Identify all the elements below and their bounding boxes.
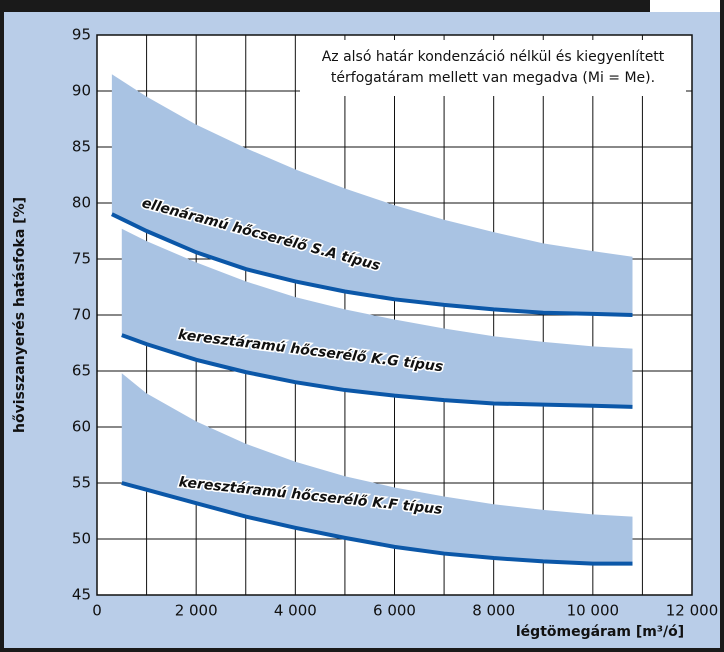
annotation: Az alsó határ kondenzáció nélkül és kieg… [322,49,665,65]
y-tick-label: 85 [72,138,91,156]
y-tick-label: 60 [72,418,91,436]
y-axis-label: hővisszanyerés hatásfoka [%] [12,197,28,433]
x-tick-label: 4 000 [274,602,317,620]
x-tick-label: 2 000 [175,602,218,620]
line [121,333,633,409]
y-tick-label: 45 [72,586,91,604]
y-tick-label: 95 [72,26,91,44]
y-tick-label: 75 [72,250,91,268]
y-tick-label: 70 [72,306,91,324]
y-tick-label: 50 [72,530,91,548]
x-tick-label: 10 000 [567,602,620,620]
annotation: térfogatáram mellett van megadva (Mi = M… [331,70,655,86]
band [121,228,633,407]
line [121,481,633,566]
band [111,74,633,315]
x-tick-label: 0 [92,602,102,620]
tab [650,0,720,12]
x-tick-label: 8 000 [472,602,515,620]
x-tick-label: 12 000 [666,602,719,620]
y-tick-label: 55 [72,474,91,492]
y-tick-label: 65 [72,362,91,380]
line [111,212,633,317]
y-tick-label: 80 [72,194,91,212]
x-axis-label: légtömegáram [m³/ó] [516,624,684,640]
y-tick-label: 90 [72,82,91,100]
plot-border [96,34,693,596]
lines [111,212,633,566]
x-tick-label: 6 000 [373,602,416,620]
annotation-box [300,40,686,96]
